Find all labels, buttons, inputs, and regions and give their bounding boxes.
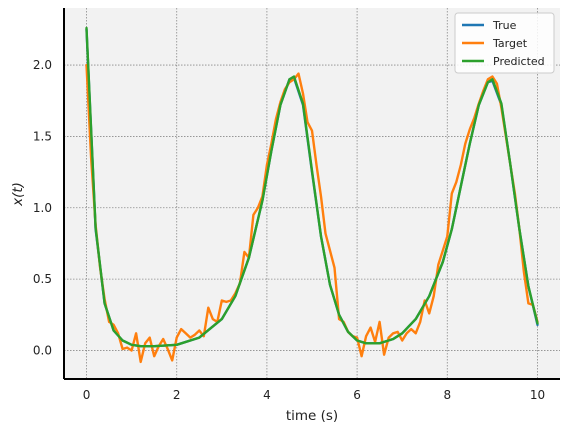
legend-box <box>454 12 555 74</box>
x-tick-label: 2 <box>173 388 181 402</box>
series-lines <box>85 26 539 364</box>
series-line-target <box>85 63 539 364</box>
x-axis-label: time (s) <box>286 408 338 424</box>
legend-label: Target <box>492 37 528 50</box>
x-tick-label: 0 <box>83 388 91 402</box>
legend-label: True <box>492 19 517 32</box>
y-axis-label: x(t) <box>10 182 26 207</box>
ticks: 0 2 4 6 8 10 0.0 0.5 1.0 1.5 2.0 <box>33 58 545 402</box>
x-tick-label: 6 <box>353 388 361 402</box>
x-tick-label: 10 <box>530 388 545 402</box>
series-line-predicted <box>85 26 539 348</box>
y-tick-label: 1.5 <box>33 129 52 143</box>
y-tick-label: 0.5 <box>33 272 52 286</box>
legend-label: Predicted <box>493 55 545 68</box>
y-tick-label: 2.0 <box>33 58 52 72</box>
legend: True Target Predicted <box>454 12 555 74</box>
y-tick-label: 1.0 <box>33 201 52 215</box>
x-tick-label: 4 <box>263 388 271 402</box>
x-tick-label: 8 <box>443 388 451 402</box>
y-tick-label: 0.0 <box>33 343 52 357</box>
